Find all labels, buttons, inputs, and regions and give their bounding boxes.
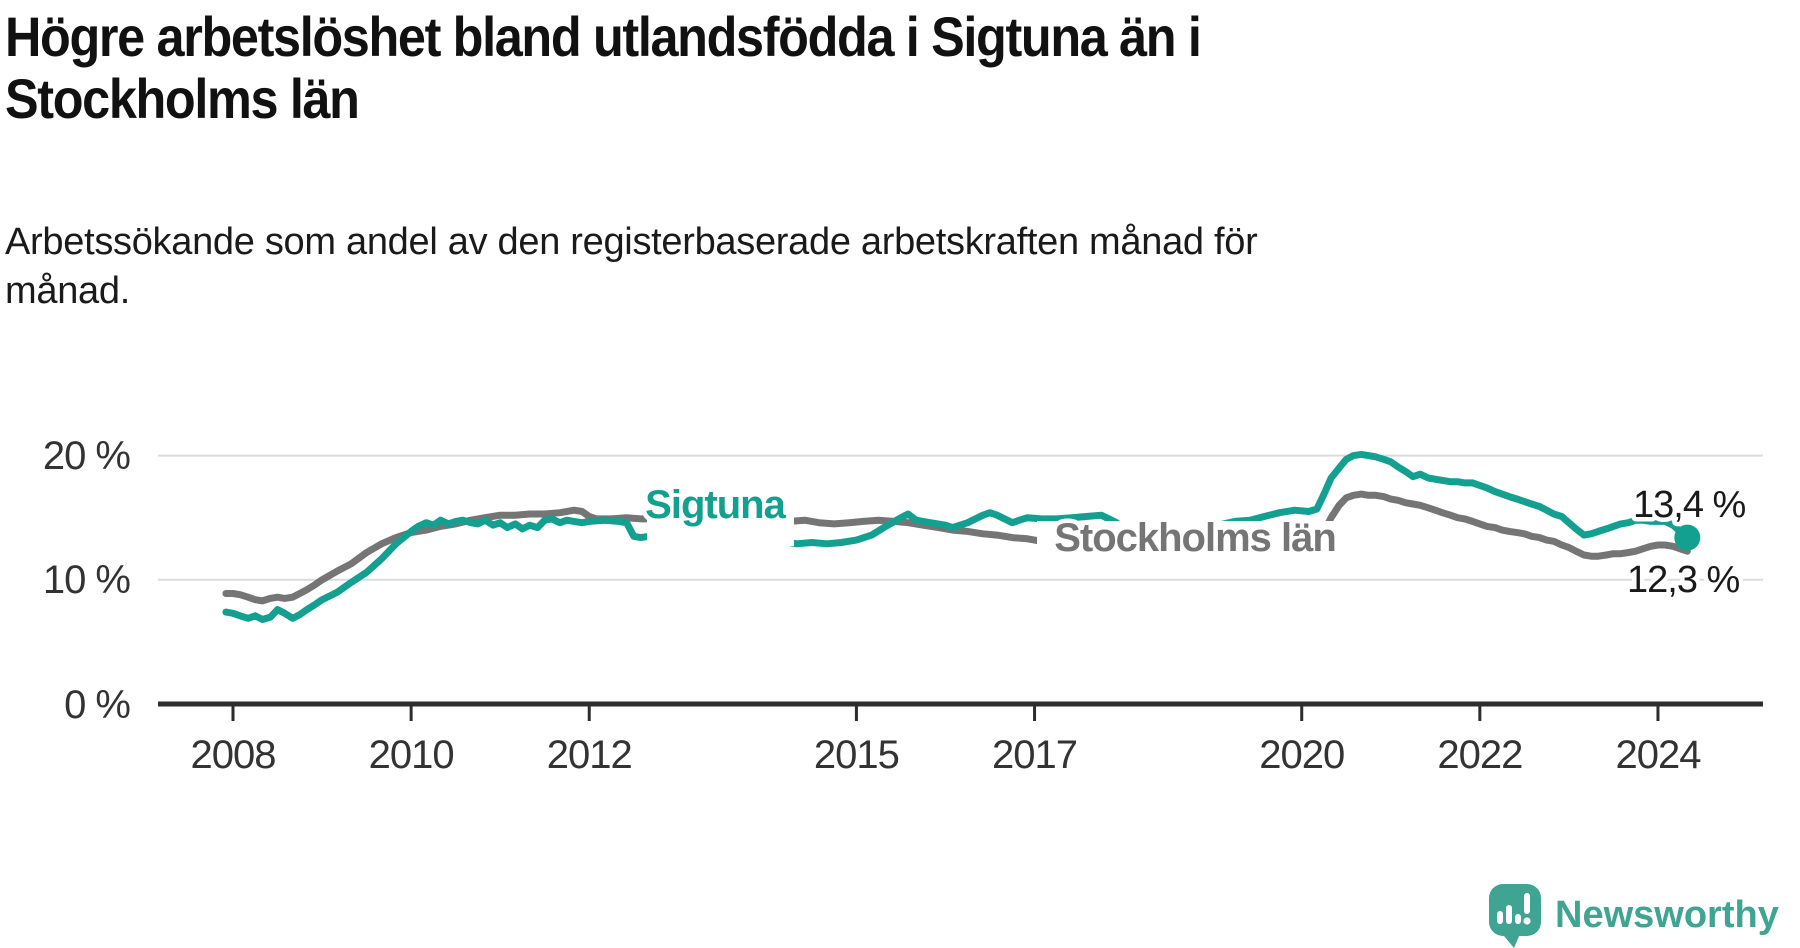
x-tick-label: 2010 <box>369 733 454 777</box>
x-tick-label: 2015 <box>814 733 899 777</box>
x-tick-label: 2024 <box>1615 733 1701 777</box>
stockholms-lan-end-value-label: 12,3 % <box>1627 559 1740 601</box>
sigtuna-end-value-label: 13,4 % <box>1633 484 1746 526</box>
page-title-line1: Högre arbetslöshet bland utlandsfödda i … <box>5 5 1202 68</box>
x-tick-label: 2012 <box>547 733 632 777</box>
gridlines <box>158 454 1763 581</box>
page-title-line2: Stockholms län <box>5 67 360 130</box>
sigtuna-end-dot <box>1674 524 1701 551</box>
newsworthy-logo-text: Newsworthy <box>1555 893 1779 936</box>
newsworthy-bubble-icon <box>1489 884 1541 948</box>
newsworthy-logo[interactable]: Newsworthy <box>1487 882 1779 948</box>
y-tick-label-0: 0 % <box>64 683 130 727</box>
x-tick-label: 2017 <box>992 733 1077 777</box>
sigtuna-label-gap <box>647 486 794 546</box>
stockholms-lan-line <box>222 490 1691 605</box>
sigtuna-series-label: Sigtuna <box>645 483 786 527</box>
x-axis-ticks: 2008 2010 2012 2015 2017 2020 2022 2024 <box>191 704 1702 777</box>
stockholms-lan-label-gap <box>1037 521 1352 558</box>
x-tick-label: 2008 <box>191 733 276 777</box>
y-tick-label-10: 10 % <box>43 558 131 602</box>
chart-subtitle-line2: månad. <box>5 270 130 312</box>
stockholms-lan-series-label: Stockholms län <box>1054 516 1336 560</box>
chart-subtitle-line1: Arbetssökande som andel av den registerb… <box>5 221 1258 263</box>
chart-subtitle: Arbetssökande som andel av den registerb… <box>5 218 1505 316</box>
page-title: Högre arbetslöshet bland utlandsfödda i … <box>5 6 1553 130</box>
y-tick-label-20: 20 % <box>43 434 131 478</box>
x-tick-label: 2022 <box>1437 733 1522 777</box>
x-tick-label: 2020 <box>1259 733 1344 777</box>
sigtuna-line <box>222 450 1691 623</box>
